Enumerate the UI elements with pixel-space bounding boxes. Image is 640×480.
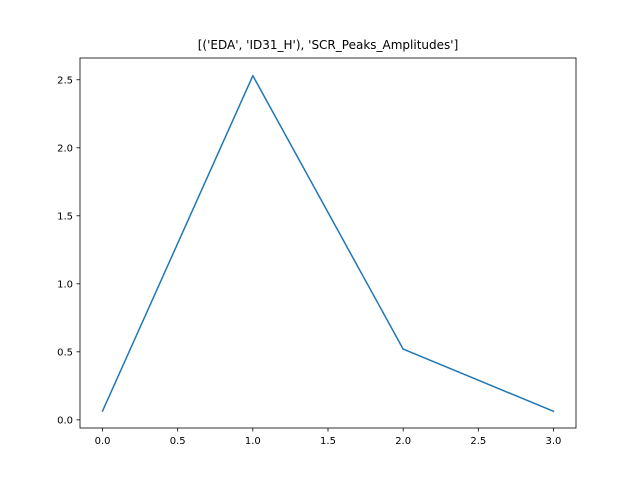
y-axis-ticks: 0.0 0.5 1.0 1.5 2.0 2.5 bbox=[57, 75, 80, 426]
y-tick-label: 0.0 bbox=[57, 415, 73, 426]
x-tick-label: 0.0 bbox=[95, 436, 111, 447]
x-tick-label: 1.0 bbox=[245, 436, 261, 447]
x-tick-label: 2.5 bbox=[470, 436, 486, 447]
y-tick-label: 0.5 bbox=[57, 347, 73, 358]
y-tick-label: 1.0 bbox=[57, 279, 73, 290]
plot-area-frame bbox=[79, 57, 577, 429]
y-tick-label: 2.0 bbox=[57, 143, 73, 154]
x-tick-label: 0.5 bbox=[170, 436, 186, 447]
x-tick-label: 1.5 bbox=[320, 436, 336, 447]
x-axis-ticks: 0.0 0.5 1.0 1.5 2.0 2.5 3.0 bbox=[95, 428, 562, 447]
x-tick-label: 2.0 bbox=[395, 436, 411, 447]
series-layer bbox=[101, 74, 555, 413]
x-tick-label: 3.0 bbox=[546, 436, 562, 447]
y-tick-label: 1.5 bbox=[57, 211, 73, 222]
series-line bbox=[101, 74, 555, 413]
chart-title: [('EDA', 'ID31_H'), 'SCR_Peaks_Amplitude… bbox=[198, 38, 459, 52]
y-tick-label: 2.5 bbox=[57, 75, 73, 86]
